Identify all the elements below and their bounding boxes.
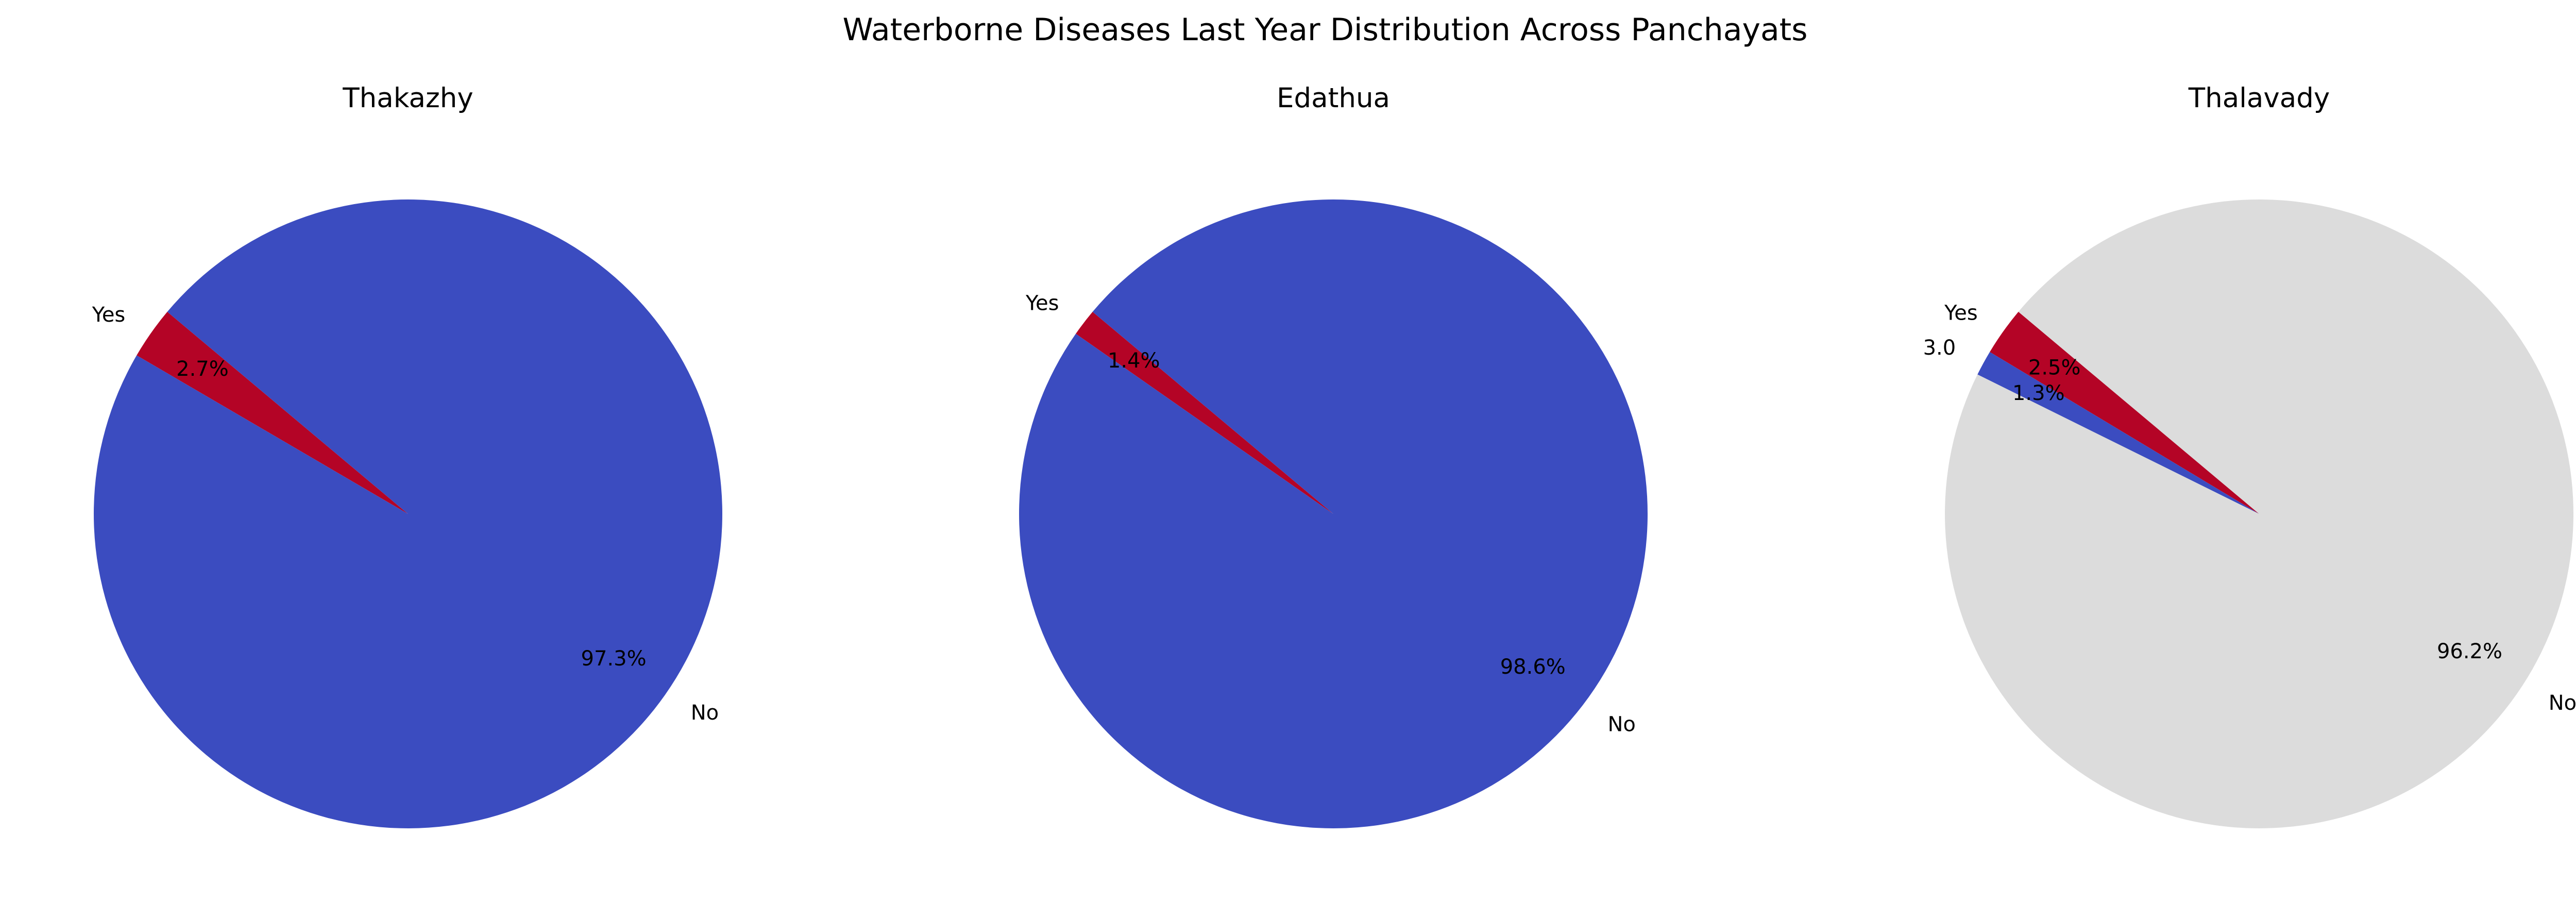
pie-slice-3-0 (1977, 352, 2259, 514)
chart-title: Waterborne Diseases Last Year Distributi… (842, 12, 1807, 48)
pie-chart-thakazhy: Thakazhy Yes 2.7% No 97.3% (92, 82, 722, 829)
pct-label-no: 98.6% (1500, 655, 1566, 679)
slice-label-3-0: 3.0 (1923, 336, 1956, 360)
pct-label-no: 97.3% (581, 647, 647, 671)
pie-slice-no (1019, 199, 1648, 828)
pct-label-yes: 2.7% (176, 357, 229, 381)
pct-label-3-0: 1.3% (2012, 381, 2065, 405)
pct-label-no: 96.2% (2437, 640, 2502, 663)
slice-label-yes: Yes (92, 303, 126, 327)
pie-title: Edathua (1277, 82, 1390, 114)
pct-label-yes: 1.4% (1108, 349, 1160, 373)
pie-slice-yes (1076, 311, 1333, 514)
pie-title: Thakazhy (342, 82, 473, 114)
slice-label-no: No (2549, 691, 2576, 715)
pie-slice-yes (1990, 311, 2259, 514)
slice-label-yes: Yes (1944, 301, 1978, 325)
pie-slice-no (93, 199, 722, 829)
pie-title: Thalavady (2188, 82, 2330, 114)
slice-label-no: No (1607, 712, 1635, 736)
pie-chart-thalavady: Thalavady Yes 2.5% 3.0 1.3% No 96.2% (1923, 82, 2576, 828)
slice-label-no: No (691, 701, 719, 725)
pct-label-yes: 2.5% (2028, 356, 2081, 380)
pie-slice-no (1945, 199, 2574, 828)
slice-label-yes: Yes (1025, 292, 1059, 315)
pie-slice-yes (137, 311, 409, 514)
pie-chart-edathua: Edathua Yes 1.4% No 98.6% (1019, 82, 1648, 828)
